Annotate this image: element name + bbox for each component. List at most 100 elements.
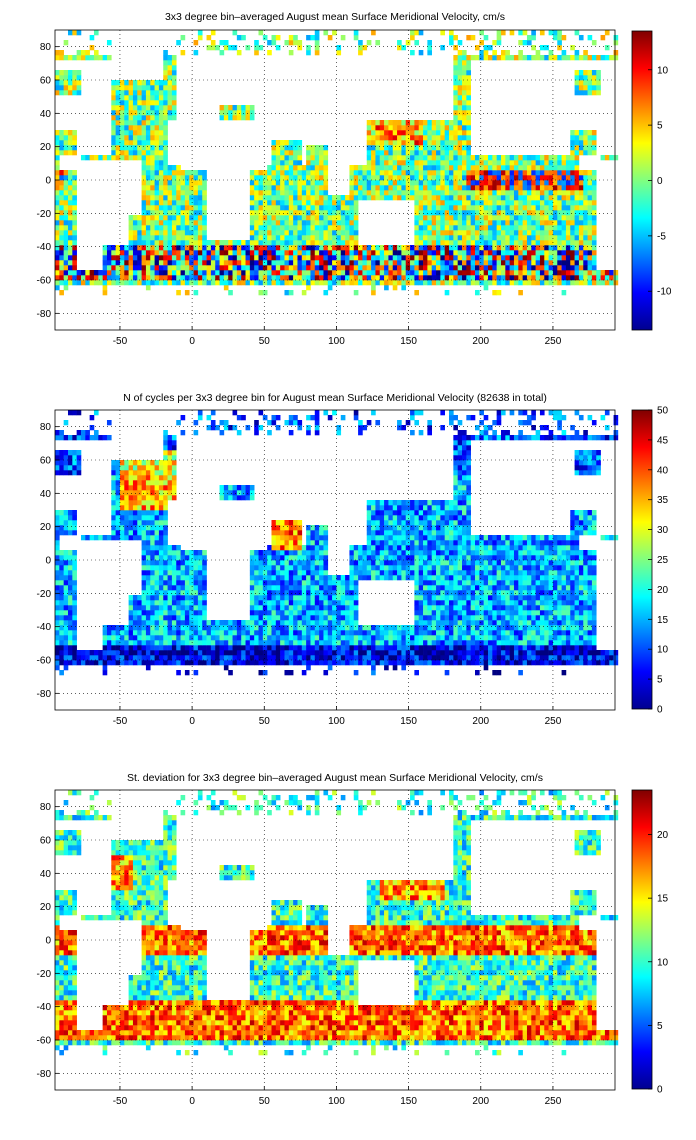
heatmap-cell	[124, 120, 129, 126]
heatmap-cell	[453, 125, 458, 131]
heatmap-cell	[500, 30, 506, 36]
heatmap-cell	[401, 270, 407, 276]
heatmap-cell	[505, 280, 510, 286]
heatmap-cell	[613, 650, 619, 656]
heatmap-cell	[63, 265, 69, 271]
heatmap-cell	[314, 625, 320, 631]
heatmap-cell	[531, 235, 536, 241]
heatmap-cell	[63, 230, 69, 236]
heatmap-cell	[340, 620, 346, 626]
heatmap-cell	[180, 655, 186, 661]
heatmap-cell	[392, 170, 398, 176]
heatmap-cell	[358, 190, 363, 196]
heatmap-cell	[275, 35, 281, 41]
heatmap-cell	[587, 225, 593, 231]
heatmap-cell	[132, 630, 138, 636]
heatmap-cell	[431, 175, 437, 181]
heatmap-cell	[280, 660, 285, 666]
heatmap-cell	[145, 285, 151, 291]
heatmap-cell	[55, 285, 60, 291]
heatmap-cell	[72, 595, 77, 601]
heatmap-cell	[267, 190, 272, 196]
heatmap-cell	[384, 165, 389, 171]
heatmap-cell	[345, 655, 350, 661]
heatmap-cell	[591, 245, 597, 251]
heatmap-cell	[466, 120, 471, 126]
heatmap-cell	[210, 660, 216, 666]
heatmap-cell	[249, 255, 255, 261]
heatmap-cell	[565, 660, 571, 666]
heatmap-cell	[280, 280, 285, 286]
heatmap-cell	[171, 595, 177, 601]
heatmap-cell	[418, 200, 424, 206]
heatmap-cell	[150, 635, 155, 641]
heatmap-cell	[578, 35, 584, 41]
heatmap-cell	[462, 150, 467, 156]
heatmap-cell	[522, 205, 528, 211]
heatmap-cell	[548, 155, 554, 161]
heatmap-cell	[457, 170, 463, 176]
heatmap-cell	[591, 190, 597, 196]
heatmap-cell	[427, 645, 432, 651]
heatmap-cell	[449, 215, 454, 221]
heatmap-cell	[379, 645, 385, 651]
heatmap-cell	[492, 165, 497, 171]
heatmap-cell	[591, 90, 597, 96]
heatmap-cell	[401, 650, 407, 656]
heatmap-cell	[55, 650, 60, 656]
heatmap-cell	[440, 170, 445, 176]
heatmap-cell	[72, 75, 77, 81]
heatmap-cell	[301, 215, 307, 221]
heatmap-cell	[591, 180, 597, 186]
heatmap-cell	[340, 635, 346, 641]
heatmap-cell	[167, 220, 173, 226]
heatmap-cell	[332, 260, 337, 266]
heatmap-cell	[457, 655, 463, 661]
heatmap-cell	[158, 90, 164, 96]
heatmap-cell	[323, 145, 329, 151]
heatmap-cell	[241, 630, 246, 636]
heatmap-cell	[55, 170, 60, 176]
heatmap-cell	[505, 645, 510, 651]
heatmap-cell	[518, 220, 523, 226]
heatmap-cell	[436, 155, 441, 161]
heatmap-cell	[449, 170, 454, 176]
heatmap-cell	[345, 220, 350, 226]
heatmap-cell	[193, 645, 199, 651]
heatmap-cell	[436, 270, 441, 276]
heatmap-cell	[353, 225, 359, 231]
heatmap-cell	[245, 245, 251, 251]
heatmap-cell	[141, 150, 147, 156]
heatmap-cell	[132, 110, 138, 116]
heatmap-cell	[414, 120, 420, 126]
heatmap-cell	[431, 640, 437, 646]
heatmap-cell	[431, 180, 437, 186]
heatmap-cell	[574, 625, 580, 631]
heatmap-cell	[444, 180, 450, 186]
heatmap-cell	[505, 200, 510, 206]
heatmap-cell	[145, 95, 151, 101]
heatmap-cell	[249, 600, 255, 606]
heatmap-cell	[401, 130, 407, 136]
heatmap-cell	[67, 200, 73, 206]
heatmap-cell	[444, 645, 450, 651]
heatmap-cell	[440, 165, 445, 171]
heatmap-cell	[314, 660, 320, 666]
heatmap-cell	[509, 175, 515, 181]
heatmap-cell	[475, 610, 480, 616]
heatmap-cell	[479, 175, 484, 181]
heatmap-cell	[145, 185, 151, 191]
heatmap-cell	[570, 230, 575, 236]
heatmap-cell	[427, 180, 432, 186]
heatmap-cell	[570, 655, 575, 661]
heatmap-cell	[293, 600, 298, 606]
heatmap-cell	[384, 170, 389, 176]
heatmap-cell	[223, 260, 229, 266]
heatmap-cell	[262, 270, 268, 276]
heatmap-cell	[583, 85, 588, 91]
heatmap-cell	[280, 190, 285, 196]
heatmap-cell	[565, 600, 571, 606]
heatmap-cell	[418, 215, 424, 221]
heatmap-cell	[375, 265, 381, 271]
heatmap-cell	[379, 660, 385, 666]
